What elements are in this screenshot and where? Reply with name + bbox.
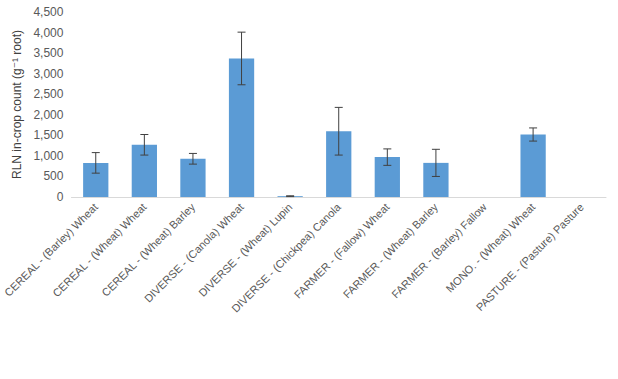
svg-text:PASTURE - (Pasture) Pasture: PASTURE - (Pasture) Pasture [474, 201, 586, 313]
svg-text:4,500: 4,500 [33, 5, 63, 19]
svg-text:500: 500 [43, 169, 63, 183]
svg-text:CEREAL - (Barley) Wheat: CEREAL - (Barley) Wheat [2, 201, 100, 299]
svg-text:DIVERSE - (Chickpea) Canola: DIVERSE - (Chickpea) Canola [229, 200, 343, 315]
svg-text:CEREAL - (Wheat) Barley: CEREAL - (Wheat) Barley [99, 200, 197, 298]
svg-text:0: 0 [57, 190, 64, 204]
svg-text:DIVERSE - (Canola) Wheat: DIVERSE - (Canola) Wheat [142, 201, 246, 305]
svg-text:MONO. - (Wheat) Wheat: MONO. - (Wheat) Wheat [443, 201, 537, 295]
svg-text:2,000: 2,000 [33, 108, 63, 122]
svg-text:3,500: 3,500 [33, 46, 63, 60]
svg-text:1,500: 1,500 [33, 128, 63, 142]
svg-text:DIVERSE - (Wheat) Lupin: DIVERSE - (Wheat) Lupin [196, 201, 294, 299]
svg-text:FARMER - (Fallow) Wheat: FARMER - (Fallow) Wheat [292, 201, 392, 301]
svg-text:FARMER - (Wheat) Barley: FARMER - (Wheat) Barley [341, 200, 441, 300]
svg-text:RLN in-crop count (g⁻¹ root): RLN in-crop count (g⁻¹ root) [10, 30, 24, 179]
svg-text:2,500: 2,500 [33, 87, 63, 101]
svg-text:3,000: 3,000 [33, 67, 63, 81]
svg-text:FARMER - (Barley) Fallow: FARMER - (Barley) Fallow [389, 201, 489, 301]
svg-text:1,000: 1,000 [33, 149, 63, 163]
svg-text:4,000: 4,000 [33, 26, 63, 40]
svg-text:CEREAL - (Wheat) Wheat: CEREAL - (Wheat) Wheat [50, 201, 148, 299]
